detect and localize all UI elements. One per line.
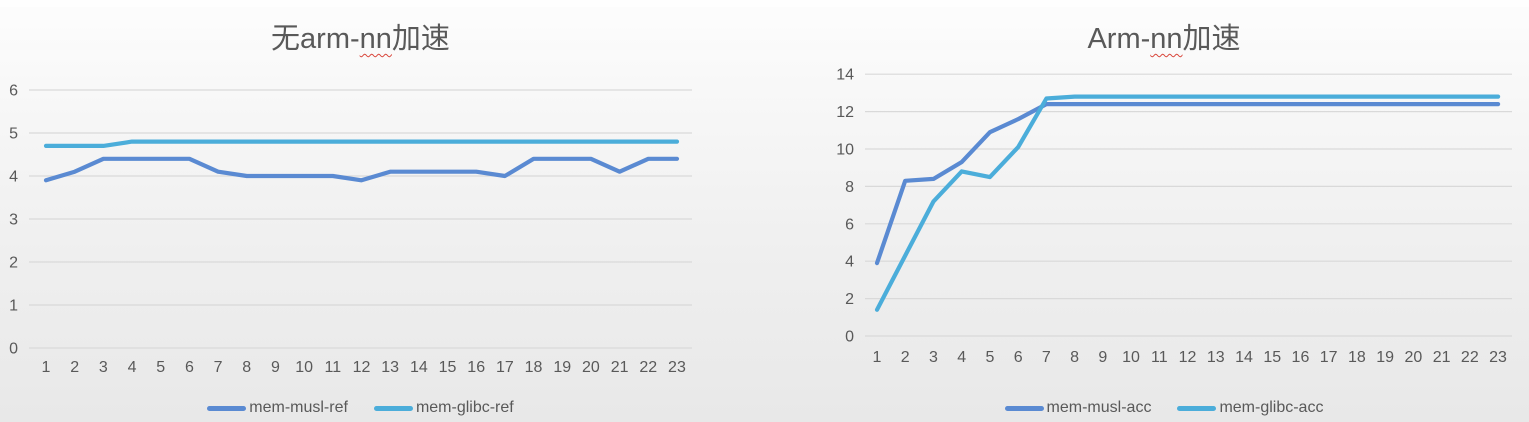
y-tick-label: 8 [845,179,854,196]
x-tick-label: 7 [214,359,223,376]
series-swatch [207,405,247,411]
x-tick-label: 15 [439,359,457,376]
x-tick-label: 17 [496,359,514,376]
x-tick-label: 17 [1320,349,1338,366]
x-tick-label: 23 [668,359,686,376]
y-tick-label: 12 [836,104,854,121]
x-tick-label: 22 [1461,349,1479,366]
x-tick-label: 19 [1376,349,1394,366]
legend-label: mem-glibc-acc [1219,399,1324,416]
x-tick-label: 6 [185,359,194,376]
legend-label: mem-musl-acc [1046,399,1152,416]
x-tick-label: 16 [467,359,485,376]
title-text-prefix: 无arm- [271,23,360,55]
x-tick-label: 4 [957,349,966,366]
legend-item-mem-musl-acc: mem-musl-acc [1004,399,1152,416]
x-tick-label: 13 [381,359,399,376]
legend-label: mem-glibc-ref [415,399,514,416]
x-tick-label: 7 [1042,349,1051,366]
y-tick-label: 6 [845,216,854,233]
y-tick-label: 14 [836,67,854,84]
series-line-mem-musl-ref [43,156,680,183]
series-swatch [1004,405,1044,411]
legend-armnn: mem-musl-acc mem-glibc-acc [840,397,1488,419]
x-tick-label: 14 [410,359,428,376]
y-tick-label: 1 [9,298,18,315]
x-tick-label: 2 [70,359,79,376]
x-tick-label: 20 [1404,349,1422,366]
x-tick-label: 10 [295,359,313,376]
title-text-misspelled: nn [1150,23,1183,55]
x-tick-label: 15 [1263,349,1281,366]
x-tick-label: 20 [582,359,600,376]
x-tick-label: 9 [271,359,280,376]
x-tick-label: 18 [525,359,543,376]
x-tick-label: 4 [128,359,137,376]
chart-title-armnn: Arm-nn加速 [840,23,1488,56]
chart-title-no-armnn: 无arm-nn加速 [29,23,692,56]
x-tick-label: 1 [42,359,51,376]
y-tick-label: 4 [9,169,18,186]
title-text-suffix: 加速 [391,23,450,55]
legend-item-mem-glibc-acc: mem-glibc-acc [1177,400,1323,416]
x-tick-label: 21 [1433,349,1451,366]
y-tick-label: 5 [9,126,18,143]
x-tick-label: 12 [1179,349,1197,366]
x-tick-label: 6 [1014,349,1023,366]
legend-item-mem-glibc-ref: mem-glibc-ref [373,399,514,416]
title-text-prefix: Arm- [1087,23,1151,55]
legend-label: mem-musl-ref [249,399,348,416]
series-swatch [1177,405,1217,411]
title-text-misspelled: nn [359,23,392,55]
series-swatch [373,405,413,411]
x-tick-label: 3 [929,349,938,366]
x-tick-label: 8 [1070,349,1079,366]
legend-item-mem-musl-ref: mem-musl-ref [207,400,348,416]
chart-armnn: 0 2 4 6 8 10 12 14 1 2 3 4 5 6 7 8 9 10 11 12 13 14 15 16 17 18 19… [766,0,1529,422]
title-text-suffix: 加速 [1182,23,1241,55]
x-tick-label: 22 [639,359,657,376]
x-tick-label: 1 [873,349,882,366]
y-tick-label: 2 [845,291,854,308]
y-tick-label: 3 [9,212,18,229]
x-tick-label: 11 [324,359,341,376]
x-tick-label: 19 [553,359,571,376]
x-tick-label: 5 [156,359,165,376]
y-tick-label: 6 [9,83,18,100]
x-tick-label: 13 [1207,349,1225,366]
y-tick-label: 4 [845,254,854,271]
x-tick-label: 12 [353,359,371,376]
x-tick-label: 16 [1292,349,1310,366]
x-tick-label: 5 [985,349,994,366]
x-tick-label: 8 [242,359,251,376]
x-tick-label: 14 [1235,349,1253,366]
x-tick-label: 11 [1151,349,1168,366]
x-tick-label: 18 [1348,349,1366,366]
series-line-mem-glibc-ref [43,139,680,148]
x-tick-label: 23 [1489,349,1507,366]
y-tick-label: 10 [836,142,854,159]
x-tick-label: 10 [1122,349,1140,366]
x-tick-label: 9 [1098,349,1107,366]
y-tick-label: 0 [845,329,854,346]
chart-no-armnn: 0 1 2 3 4 5 6 1 2 3 4 5 6 7 8 9 10 11 12 13 14 15 16 17 18 19 20 21… [9,23,692,419]
y-tick-label: 2 [9,255,18,272]
series-line-mem-musl-acc [874,101,1501,266]
series-line-mem-glibc-acc [874,94,1501,312]
legend-no-armnn: mem-musl-ref mem-glibc-ref [29,397,692,419]
x-tick-label: 2 [901,349,910,366]
x-tick-label: 3 [99,359,108,376]
x-tick-label: 21 [611,359,629,376]
y-tick-label: 0 [9,341,18,358]
